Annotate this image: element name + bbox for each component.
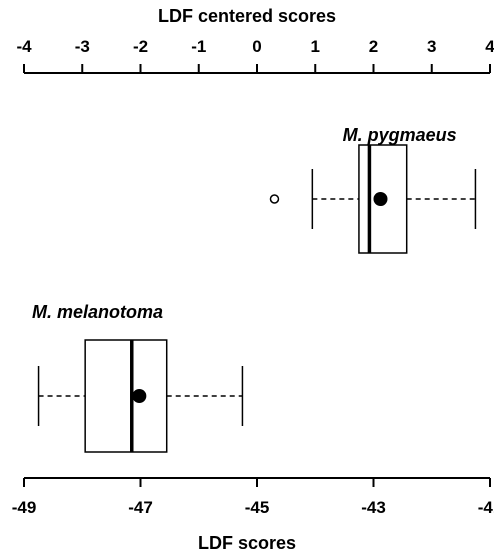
top-axis-tick-label: -3 <box>75 37 90 56</box>
box-series: M. pygmaeus M. melanotoma <box>32 125 477 453</box>
top-axis-tick-label: 2 <box>369 37 378 56</box>
top-axis-title: LDF centered scores <box>158 6 336 26</box>
series-label: M. pygmaeus <box>343 125 457 145</box>
bottom-axis: -49 -47 -45 -43 -41 <box>12 477 494 517</box>
bottom-axis-title: LDF scores <box>198 533 296 553</box>
iqr-box <box>84 339 168 453</box>
bottom-axis-tick-label: -45 <box>245 498 270 517</box>
bottom-axis-tick-label: -41 <box>478 498 494 517</box>
top-axis-tick-label: 1 <box>311 37 320 56</box>
top-axis-tick-label: -1 <box>191 37 206 56</box>
outlier-point <box>269 194 280 204</box>
top-axis-tick-label: 0 <box>252 37 261 56</box>
series-label: M. melanotoma <box>32 302 163 322</box>
top-axis-tick-label: 4 <box>485 37 494 56</box>
mean-point <box>373 192 388 206</box>
mean-point <box>132 389 147 403</box>
top-axis-tick-label: -4 <box>16 37 32 56</box>
top-axis-tick-label: 3 <box>427 37 436 56</box>
bottom-axis-tick-label: -43 <box>361 498 386 517</box>
top-axis: -4 -3 -2 -1 0 1 2 3 4 <box>16 37 494 74</box>
bottom-axis-tick-label: -49 <box>12 498 37 517</box>
top-axis-tick-label: -2 <box>133 37 148 56</box>
bottom-axis-tick-label: -47 <box>128 498 153 517</box>
